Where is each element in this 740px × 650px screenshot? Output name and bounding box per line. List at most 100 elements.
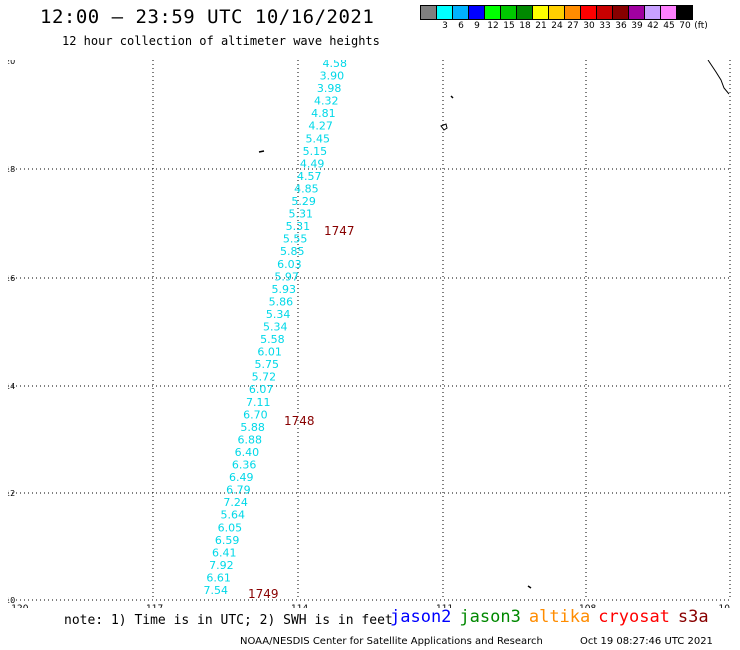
- latitude-label: 16: [8, 274, 15, 283]
- wave-height-label: 6.49: [229, 471, 254, 484]
- mission-jason2: jason2: [390, 607, 452, 627]
- wave-height-label: 4.81: [311, 107, 336, 120]
- wave-height-label: 6.01: [257, 346, 282, 359]
- island: [440, 123, 448, 131]
- wave-height-label: 4.58: [323, 60, 348, 70]
- wave-height-label: 5.72: [252, 371, 277, 384]
- scale-label: 18: [519, 21, 531, 31]
- scale-label: 27: [567, 21, 579, 31]
- wave-height-label: 5.93: [272, 283, 297, 296]
- wave-height-label: 3.98: [317, 82, 342, 95]
- mission-jason3: jason3: [459, 607, 521, 627]
- scale-swatch: [628, 5, 645, 20]
- scale-swatch: [612, 5, 629, 20]
- scale-swatch: [468, 5, 485, 20]
- scale-swatch: [436, 5, 453, 20]
- latitude-label: 14: [8, 382, 15, 391]
- wave-height-label: 6.40: [235, 446, 260, 459]
- latitude-labels: 20 18 16 14 12 10: [8, 60, 15, 605]
- scale-label: 24: [551, 21, 563, 31]
- latitude-label: 20: [8, 60, 15, 66]
- wave-height-label: 6.79: [226, 484, 251, 497]
- latitude-label: 12: [8, 489, 15, 498]
- wave-height-label: 4.27: [308, 120, 333, 133]
- scale-label: 42: [647, 21, 659, 31]
- scale-swatch: [516, 5, 533, 20]
- scale-swatch: [644, 5, 661, 20]
- wave-height-label: 5.15: [303, 145, 328, 158]
- scale-label: 39: [631, 21, 643, 31]
- latitude-label: 18: [8, 165, 15, 174]
- wave-height-label: 7.92: [209, 559, 234, 572]
- wave-height-label: 4.32: [314, 95, 339, 108]
- coastline: [258, 60, 730, 589]
- footer-note: note: 1) Time is in UTC; 2) SWH is in fe…: [64, 613, 393, 628]
- wave-height-label: 7.24: [223, 496, 248, 509]
- wave-height-label: 5.75: [255, 358, 280, 371]
- wave-height-label: 5.45: [306, 132, 331, 145]
- island: [258, 150, 265, 153]
- wave-height-label: 5.85: [280, 245, 305, 258]
- scale-swatch: [500, 5, 517, 20]
- pass-time-label: 1749: [248, 587, 279, 601]
- pass-time-label: 1747: [324, 224, 355, 238]
- wave-height-label: 6.61: [206, 571, 231, 584]
- page-title: 12:00 — 23:59 UTC 10/16/2021: [40, 6, 375, 28]
- scale-swatch: [660, 5, 677, 20]
- longitude-label: -108: [576, 604, 597, 608]
- mission-legend: jason2 jason3 altika cryosat s3a: [390, 607, 717, 627]
- longitude-labels: -120 -117 -114 -111 -108 -10: [8, 604, 730, 608]
- wave-height-label: 3.90: [320, 70, 345, 83]
- wave-height-label: 7.11: [246, 396, 271, 409]
- lat-lon-grid: [8, 60, 731, 601]
- wave-height-label: 7.54: [204, 584, 229, 597]
- scale-label: 15: [503, 21, 515, 31]
- wave-height-label: 6.59: [215, 534, 240, 547]
- scale-swatch: [580, 5, 597, 20]
- scale-label: 36: [615, 21, 627, 31]
- scale-label: 6: [458, 21, 464, 31]
- wave-height-label: 6.05: [218, 521, 243, 534]
- scale-swatch: [676, 5, 693, 20]
- scale-label: 33: [599, 21, 611, 31]
- wave-height-label: 6.88: [238, 433, 263, 446]
- island: [527, 585, 532, 589]
- longitude-label: -114: [288, 604, 309, 608]
- wave-height-label: 5.31: [289, 208, 314, 221]
- island: [450, 95, 454, 99]
- wave-height-label: 4.57: [297, 170, 322, 183]
- wave-height-label: 5.34: [263, 321, 288, 334]
- longitude-label: -117: [143, 604, 163, 608]
- mission-cryosat: cryosat: [598, 607, 670, 627]
- scale-label: 30: [583, 21, 595, 31]
- wave-height-label: 5.97: [274, 270, 299, 283]
- wave-height-label: 5.55: [283, 233, 308, 246]
- page-subtitle: 12 hour collection of altimeter wave hei…: [62, 34, 380, 48]
- wave-height-label: 5.58: [260, 333, 285, 346]
- wave-height-label: 5.88: [240, 421, 265, 434]
- longitude-label: -120: [8, 604, 29, 608]
- scale-swatch: [484, 5, 501, 20]
- wave-height-map: -120 -117 -114 -111 -108 -10 20 18 16 14 12 10 4.5…: [8, 60, 731, 608]
- wave-height-label: 6.70: [243, 408, 268, 421]
- scale-swatch: [596, 5, 613, 20]
- wave-height-label: 5.64: [221, 509, 246, 522]
- longitude-label: -10: [715, 604, 730, 608]
- pass-labels: 1747 1748 1749: [248, 224, 355, 601]
- scale-label: 21: [535, 21, 547, 31]
- wave-height-track: 4.583.903.984.324.814.275.455.154.494.57…: [204, 60, 348, 597]
- wave-height-label: 6.36: [232, 459, 257, 472]
- scale-swatch: [452, 5, 469, 20]
- scale-swatch: [548, 5, 565, 20]
- credit-text: NOAA/NESDIS Center for Satellite Applica…: [240, 636, 543, 647]
- scale-label: 9: [474, 21, 480, 31]
- credit-date: Oct 19 08:27:46 UTC 2021: [580, 636, 713, 647]
- latitude-label: 10: [8, 596, 15, 605]
- scale-swatch: [532, 5, 549, 20]
- wave-height-label: 6.07: [249, 383, 274, 396]
- coastline-baja: [707, 60, 730, 95]
- wave-height-label: 4.85: [294, 182, 319, 195]
- scale-swatch: [564, 5, 581, 20]
- scale-label: 70: [679, 21, 691, 31]
- pass-time-label: 1748: [284, 414, 315, 428]
